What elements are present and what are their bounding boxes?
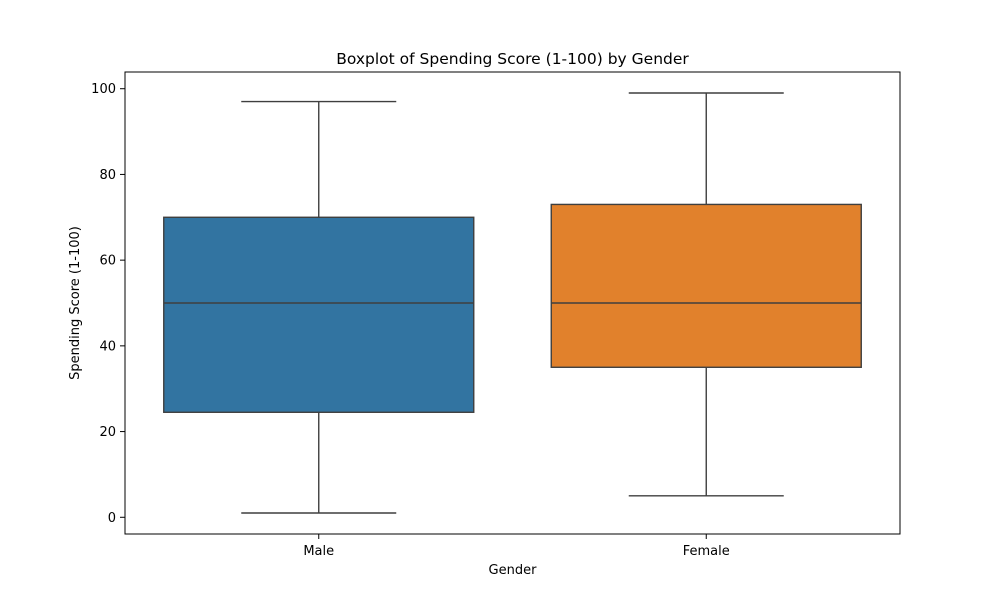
iqr-box: [163, 216, 475, 413]
y-tick-label: 40: [99, 339, 116, 354]
y-tick-label: 20: [99, 425, 116, 440]
plot-frame: [124, 71, 901, 535]
chart-title: Boxplot of Spending Score (1-100) by Gen…: [336, 50, 689, 68]
y-tick-label: 80: [99, 168, 116, 183]
x-axis-label: Gender: [489, 563, 538, 578]
x-tick-label: Female: [683, 544, 730, 559]
box-female: [550, 92, 862, 497]
box-male: [163, 100, 475, 514]
y-axis-ticks: 0 20 40 60 80 100: [91, 82, 125, 526]
x-tick-label: Male: [303, 544, 334, 559]
y-axis-label: Spending Score (1-100): [68, 226, 83, 380]
boxes-layer: [163, 92, 862, 514]
iqr-box: [550, 203, 862, 368]
y-tick-label: 60: [99, 254, 116, 269]
y-tick-label: 100: [91, 82, 116, 97]
y-tick-label: 0: [108, 511, 116, 526]
x-axis-ticks: Male Female: [303, 534, 730, 559]
